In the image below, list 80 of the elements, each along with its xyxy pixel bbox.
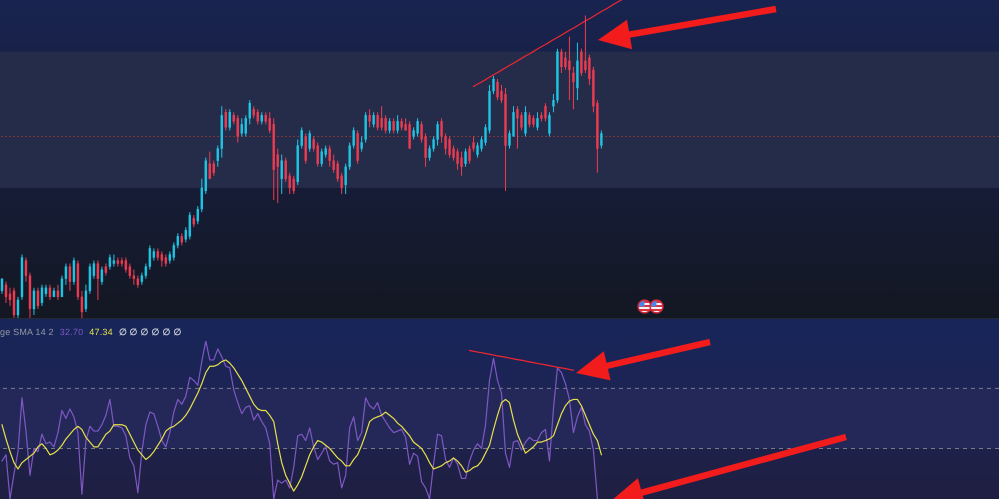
candlestick [372,112,375,128]
candlestick [228,108,231,131]
candlestick [132,269,136,286]
candlestick [368,108,371,128]
candlestick [416,118,419,137]
candlestick [524,106,527,137]
candlestick [208,151,211,180]
candlestick [212,160,215,176]
candlestick [160,250,164,268]
candlestick [124,256,128,274]
candlestick [464,148,467,168]
candlestick [96,260,100,300]
candlestick [468,145,471,164]
candlestick [280,154,283,194]
text: 32.70 [60,327,84,337]
candlestick [436,120,439,146]
candlestick [240,118,243,137]
candlestick [108,254,112,270]
candlestick [236,114,239,144]
candlestick [564,51,567,70]
candlestick [4,281,8,304]
candlestick [180,232,184,246]
candlestick [380,106,383,131]
candlestick [528,112,531,128]
candlestick [188,212,192,240]
candlestick [164,254,168,268]
candlestick [460,151,463,176]
candlestick [136,275,140,288]
candlestick [256,108,259,125]
candlestick [600,130,603,150]
candlestick [308,130,311,152]
candlestick [400,118,403,131]
candlestick [68,263,72,292]
candlestick [320,148,323,168]
candlestick [328,145,331,168]
candlestick [16,296,20,318]
candlestick [580,48,583,76]
candlestick [192,214,196,228]
candlestick [384,114,387,134]
candlestick [572,66,575,110]
candlestick [396,114,399,134]
candlestick [116,256,120,268]
candlestick [560,48,563,74]
candlestick [376,112,379,131]
candlestick [260,112,263,125]
text: ∅ ∅ ∅ ∅ ∅ ∅ [118,327,182,337]
candlestick [128,263,132,280]
candlestick [548,112,551,137]
candlestick [536,112,539,131]
candlestick [120,256,124,268]
candlestick [456,148,459,170]
candlestick [32,287,36,316]
candlestick [48,284,52,300]
candlestick [52,287,56,298]
chart-title: ge SMA 14 2 [0,327,54,337]
candlestick [360,136,363,152]
candlestick [448,136,451,158]
candlestick [476,142,479,158]
candlestick [40,284,44,306]
candlestick [292,175,295,194]
candlestick [0,278,4,294]
candlestick [56,284,60,300]
candlestick [316,142,319,168]
candlestick [544,102,547,122]
candlestick [112,254,116,268]
text: 47.34 [89,327,113,337]
candlestick [532,114,535,128]
candlestick [252,106,255,119]
candlestick [156,248,160,262]
candlestick [72,256,76,286]
candlestick [100,266,104,286]
candlestick [104,263,108,276]
candlestick [36,287,40,310]
candlestick [388,118,391,134]
candlestick [568,36,571,101]
candlestick [520,112,523,131]
candlestick [496,78,499,101]
candlestick [516,106,519,150]
candlestick [392,118,395,134]
candlestick [224,108,227,131]
